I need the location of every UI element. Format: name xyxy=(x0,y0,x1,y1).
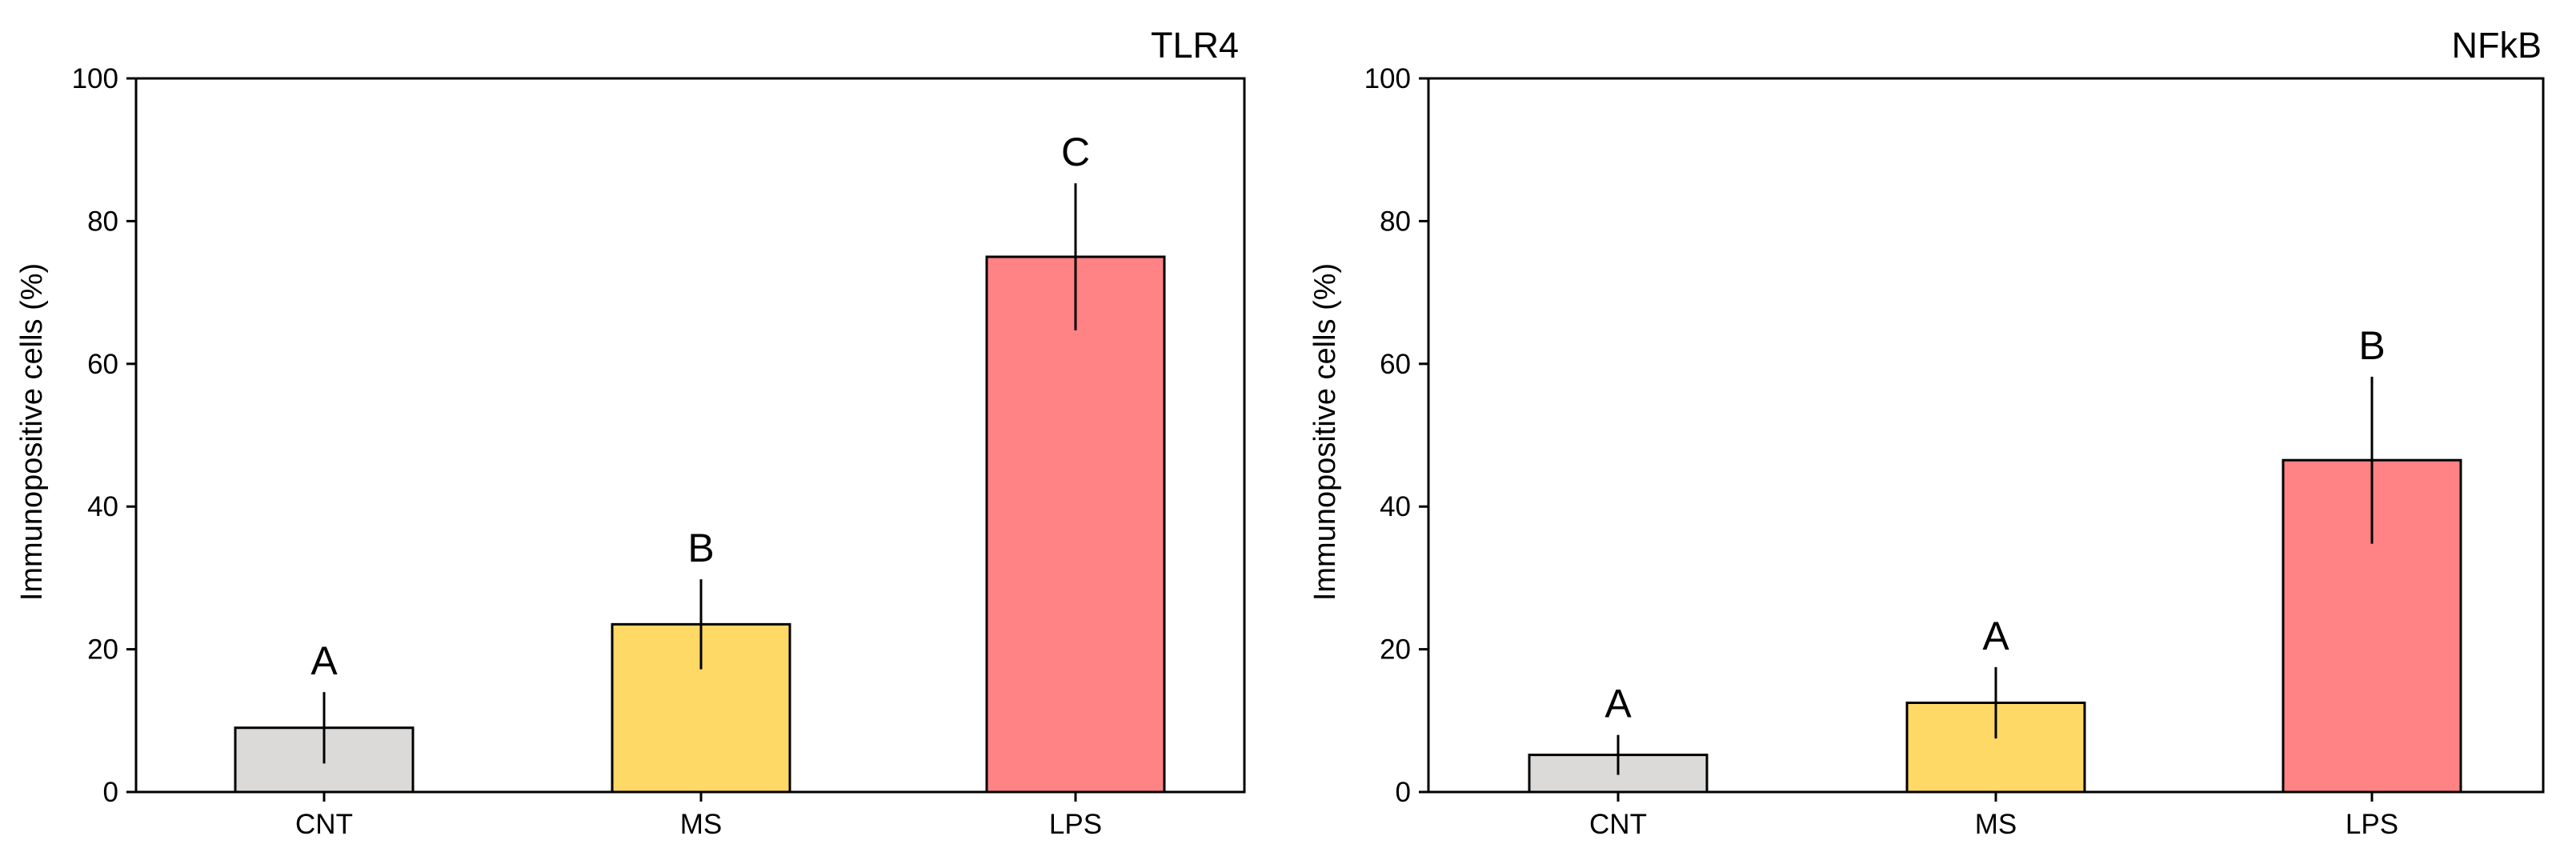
y-tick-label: 20 xyxy=(87,634,118,666)
significance-label: A xyxy=(310,638,338,683)
y-tick-label: 100 xyxy=(1364,63,1411,94)
y-tick-label: 80 xyxy=(1380,206,1411,237)
y-tick-label: 60 xyxy=(1380,349,1411,380)
bar-lps xyxy=(985,255,1166,794)
y-axis-title: Immunopositive cells (%) xyxy=(1308,263,1342,601)
y-tick-label: 0 xyxy=(103,777,118,808)
x-tick-label: CNT xyxy=(1589,809,1647,840)
y-tick-label: 40 xyxy=(1380,491,1411,522)
chart-panel-nfkb: NFkB Immunopositive cells (%) 0 20 40 60 80 1… xyxy=(1308,25,2545,840)
y-tick-label: 0 xyxy=(1396,777,1411,808)
significance-label: A xyxy=(1982,614,2009,658)
y-axis-title: Immunopositive cells (%) xyxy=(15,263,49,601)
y-tick-label: 40 xyxy=(87,491,118,522)
significance-label: A xyxy=(1604,682,1632,726)
x-tick-label: CNT xyxy=(295,809,353,840)
y-tick-label: 20 xyxy=(1380,634,1411,666)
x-tick-label: MS xyxy=(680,809,723,840)
significance-label: B xyxy=(687,526,714,570)
x-tick-label: LPS xyxy=(1049,809,1102,840)
y-tick-label: 60 xyxy=(87,349,118,380)
chart-panel-tlr4: TLR4 Immunopositive cells (%) 0 20 40 60 80 1… xyxy=(15,25,1246,840)
y-tick-label: 80 xyxy=(87,206,118,237)
y-tick-label: 100 xyxy=(72,63,118,94)
x-tick-label: MS xyxy=(1975,809,2017,840)
x-tick-label: LPS xyxy=(2346,809,2398,840)
chart-title: TLR4 xyxy=(1151,25,1239,66)
significance-label: B xyxy=(2358,323,2385,368)
chart-title: NFkB xyxy=(2452,25,2542,66)
significance-label: C xyxy=(1061,130,1090,174)
